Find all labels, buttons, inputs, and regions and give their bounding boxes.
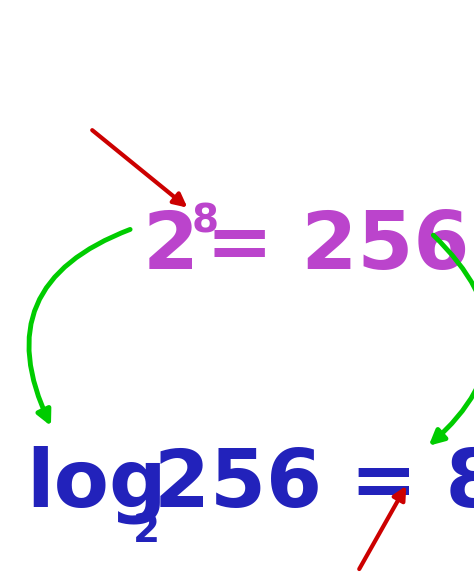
- Text: = 256: = 256: [206, 207, 470, 286]
- Text: 2: 2: [133, 512, 160, 550]
- Text: log: log: [26, 445, 167, 524]
- Text: An Introduction to: An Introduction to: [93, 20, 381, 48]
- Text: 256 = 8: 256 = 8: [154, 446, 474, 524]
- Text: LOGARITHMS: LOGARITHMS: [113, 67, 361, 100]
- Text: 2: 2: [142, 207, 198, 286]
- Text: 8: 8: [192, 202, 219, 241]
